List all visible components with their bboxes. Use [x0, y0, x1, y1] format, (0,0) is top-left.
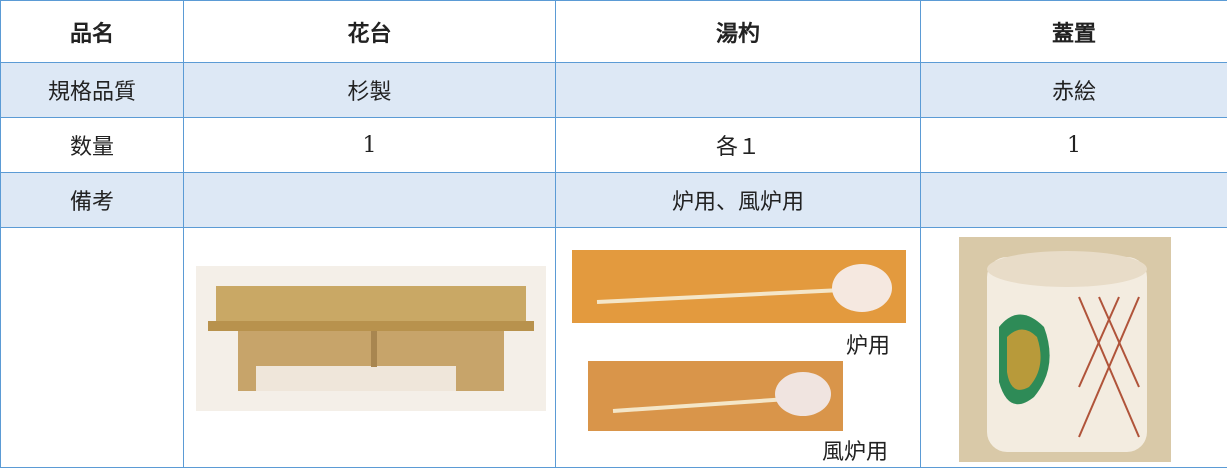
cell: 1: [921, 118, 1227, 173]
header-cell: 湯杓: [556, 1, 921, 63]
empty-cell: [1, 228, 184, 468]
header-cell: 花台: [184, 1, 556, 63]
empty-cell: [556, 63, 921, 118]
image-row: 炉用 風炉用: [1, 228, 1227, 468]
cell: 1: [184, 118, 556, 173]
table-row: 備考 炉用、風炉用: [1, 173, 1227, 228]
header-cell: 品名: [1, 1, 184, 63]
empty-cell: [184, 173, 556, 228]
image-cell: 炉用 風炉用: [556, 228, 921, 468]
cell: 杉製: [184, 63, 556, 118]
ladle-photo: [572, 250, 906, 323]
caption: 風炉用: [822, 434, 888, 466]
image-cell: [184, 228, 556, 468]
header-row: 品名花台湯杓蓋置: [1, 1, 1227, 63]
cell: 規格品質: [1, 63, 184, 118]
ladle-photo: [588, 361, 843, 431]
cell: 各１: [556, 118, 921, 173]
empty-cell: [921, 173, 1227, 228]
lid-rest-photo: [959, 237, 1171, 462]
stand-photo: [196, 266, 546, 411]
cell: 数量: [1, 118, 184, 173]
image-cell: [921, 228, 1227, 468]
cell: 炉用、風炉用: [556, 173, 921, 228]
header-cell: 蓋置: [921, 1, 1227, 63]
caption: 炉用: [846, 328, 890, 360]
cell: 備考: [1, 173, 184, 228]
table-row: 規格品質杉製 赤絵: [1, 63, 1227, 118]
cell: 赤絵: [921, 63, 1227, 118]
